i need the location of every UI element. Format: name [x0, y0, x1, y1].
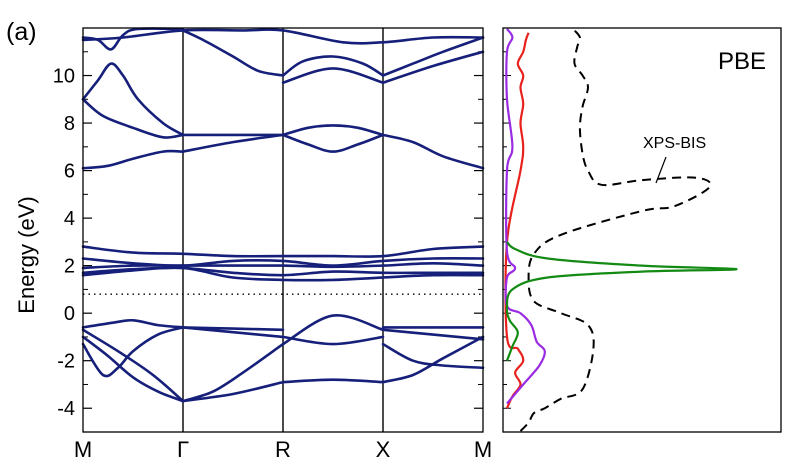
- band-line: [381, 133, 485, 170]
- y-axis-label: Energy (eV): [14, 196, 39, 313]
- band-line: [81, 266, 485, 282]
- band-line: [381, 50, 485, 84]
- band-line: [281, 124, 385, 137]
- dos-red-curve: [504, 32, 530, 409]
- y-tick-label: 4: [64, 208, 75, 230]
- k-point-label: M: [74, 437, 92, 462]
- band-lines: [81, 27, 485, 403]
- band-line: [81, 62, 185, 137]
- band-line: [81, 245, 485, 258]
- band-line: [281, 314, 385, 346]
- band-line: [81, 326, 185, 378]
- y-tick-label: -2: [57, 351, 75, 373]
- dos-title: PBE: [718, 48, 766, 75]
- band-line: [281, 335, 385, 346]
- band-line: [381, 328, 485, 341]
- band-structure-panel: Energy (eV) -4 -2 0 2 4 6 8 10 M Γ R X M: [14, 27, 492, 462]
- band-line: [381, 342, 485, 370]
- band-line: [381, 36, 485, 77]
- band-line: [81, 98, 185, 139]
- band-line: [381, 335, 485, 384]
- k-point-label: X: [376, 437, 391, 462]
- k-point-lines: [182, 28, 384, 432]
- band-line: [181, 29, 285, 77]
- y-tick-label: 8: [64, 113, 75, 135]
- band-line: [81, 335, 185, 403]
- k-point-label: R: [275, 437, 291, 462]
- band-line: [281, 378, 385, 384]
- y-tick-label: 0: [64, 303, 75, 325]
- y-tick-label: -4: [57, 398, 75, 420]
- xps-annotation-pointer: [655, 156, 667, 184]
- dos-frame: [502, 27, 782, 433]
- dos-green-curve: [505, 241, 738, 362]
- panel-label: (a): [6, 18, 37, 46]
- band-line: [181, 342, 285, 403]
- band-line: [81, 328, 185, 403]
- band-line: [181, 326, 285, 339]
- y-tick-label: 6: [64, 161, 75, 183]
- xps-bis-curve: [519, 29, 712, 432]
- dos-series: [504, 28, 738, 432]
- band-line: [181, 133, 285, 153]
- y-tick-label: 2: [64, 256, 75, 278]
- k-point-label: M: [474, 437, 492, 462]
- band-line: [181, 380, 285, 403]
- band-line: [281, 67, 385, 84]
- band-line: [81, 27, 185, 51]
- y-axis-ticks: -4 -2 0 2 4 6 8 10: [53, 51, 483, 433]
- y-tick-label: 10: [53, 66, 75, 88]
- band-line: [281, 55, 385, 77]
- band-line: [81, 262, 485, 270]
- xps-annotation: XPS-BIS: [643, 135, 706, 152]
- band-frame: [82, 27, 484, 433]
- band-line: [81, 318, 185, 329]
- band-line: [81, 28, 485, 45]
- dos-panel: PBE XPS-BIS: [502, 27, 782, 433]
- dos-purple-curve: [504, 28, 546, 405]
- band-line: [281, 133, 385, 153]
- band-line: [81, 149, 185, 170]
- k-point-label: Γ: [177, 437, 189, 462]
